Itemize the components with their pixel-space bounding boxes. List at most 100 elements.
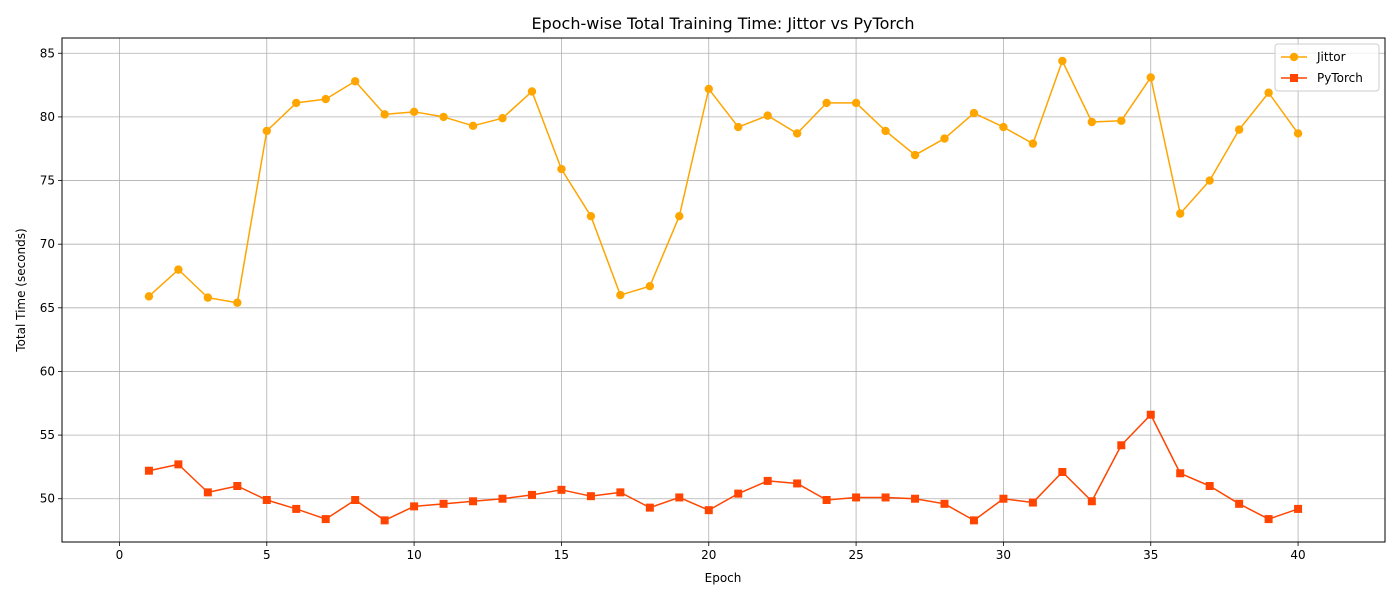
pytorch-point (410, 502, 419, 511)
x-tick-label: 35 (1143, 548, 1158, 562)
jittor-point (881, 126, 890, 136)
jittor-point (144, 292, 154, 301)
pytorch-point (1087, 497, 1096, 506)
jittor-line (148, 60, 1299, 304)
jittor-point (1234, 125, 1244, 134)
legend-item-jittor: Jittor (1281, 50, 1346, 64)
jittor-point (292, 98, 301, 108)
jittor-point (675, 211, 684, 221)
pytorch-point (999, 494, 1008, 503)
pytorch-point (1264, 515, 1273, 524)
y-axis-title: Total Time (seconds) (14, 228, 28, 352)
y-tick-label: 55 (40, 428, 55, 442)
jittor-point (999, 122, 1008, 132)
legend-item-pytorch: PyTorch (1281, 71, 1363, 85)
pytorch-point (144, 466, 153, 475)
pytorch-point (1235, 499, 1244, 508)
jittor-point (468, 121, 478, 131)
x-tick-label: 15 (554, 548, 569, 562)
x-tick-label: 25 (848, 548, 863, 562)
pytorch-point (321, 515, 330, 524)
jittor-point (439, 112, 448, 122)
pytorch-point (586, 492, 595, 501)
pytorch-point (1117, 441, 1126, 450)
series-jittor (144, 56, 1303, 307)
x-axis-title: Epoch (705, 571, 742, 585)
jittor-point (1293, 129, 1303, 138)
pytorch-point (969, 516, 978, 525)
pytorch-point (1294, 504, 1303, 513)
legend-items: Jittor PyTorch (1281, 50, 1363, 85)
jittor-point (734, 122, 743, 132)
pytorch-point (881, 493, 890, 502)
pytorch-point (1058, 468, 1067, 476)
jittor-point (851, 98, 861, 108)
jittor-point (704, 84, 713, 94)
pytorch-point (380, 516, 389, 525)
series-group (144, 56, 1303, 525)
jittor-point (557, 164, 566, 174)
jittor-point (1117, 116, 1126, 125)
y-tick-label: 70 (40, 237, 55, 251)
x-tick-label: 5 (263, 548, 271, 562)
pytorch-point (469, 497, 478, 506)
pytorch-point (704, 506, 713, 515)
jittor-point (321, 94, 330, 104)
pytorch-point (292, 504, 301, 513)
pytorch-point (1028, 498, 1037, 507)
pytorch-point (734, 489, 743, 498)
jittor-point (527, 87, 537, 96)
x-tick-label: 10 (406, 548, 421, 562)
jittor-point (1028, 139, 1038, 148)
pytorch-point (645, 503, 654, 512)
pytorch-point (1176, 469, 1185, 478)
jittor-point (174, 265, 183, 274)
jittor-point (586, 211, 596, 221)
pytorch-point (174, 460, 183, 469)
jittor-point (498, 113, 507, 123)
pytorch-point (498, 494, 507, 503)
jittor-point (792, 129, 802, 138)
jittor-point (262, 126, 271, 136)
y-axis-ticks: 50 55 60 65 70 75 80 85 (40, 46, 62, 506)
pytorch-point (262, 496, 271, 504)
jittor-point (763, 111, 772, 120)
jittor-point (409, 107, 419, 117)
pytorch-point (1146, 410, 1155, 419)
pytorch-point (527, 490, 536, 499)
legend: Jittor PyTorch (1274, 43, 1380, 92)
y-tick-label: 75 (40, 174, 55, 188)
legend-swatch-marker (1290, 74, 1298, 82)
pytorch-point (852, 493, 861, 502)
pytorch-point (233, 482, 242, 490)
jittor-point (616, 290, 625, 300)
legend-label: Jittor (1316, 50, 1346, 64)
pytorch-point (763, 476, 772, 485)
x-tick-label: 20 (701, 548, 716, 562)
x-tick-label: 0 (116, 548, 124, 562)
pytorch-point (1205, 482, 1214, 490)
plot-frame (61, 37, 1386, 543)
pytorch-point (439, 499, 448, 508)
pytorch-point (822, 496, 831, 504)
y-tick-label: 85 (40, 46, 55, 60)
legend-swatch-marker (1289, 52, 1299, 62)
y-tick-label: 50 (40, 492, 55, 506)
x-axis-ticks: 0 5 10 15 20 25 30 35 40 (116, 542, 1306, 562)
pytorch-point (203, 488, 212, 497)
pytorch-point (557, 485, 566, 494)
pytorch-point (616, 488, 625, 497)
jittor-point (940, 134, 949, 143)
x-tick-label: 40 (1290, 548, 1305, 562)
y-tick-label: 65 (40, 301, 55, 315)
jittor-point (1176, 209, 1185, 218)
jittor-point (1205, 176, 1214, 185)
legend-box (1274, 43, 1380, 92)
jittor-point (350, 77, 360, 86)
chart-title: Epoch-wise Total Training Time: Jittor v… (531, 14, 914, 33)
jittor-point (645, 281, 655, 291)
y-tick-label: 80 (40, 110, 55, 124)
jittor-point (969, 108, 979, 118)
pytorch-point (940, 499, 949, 508)
